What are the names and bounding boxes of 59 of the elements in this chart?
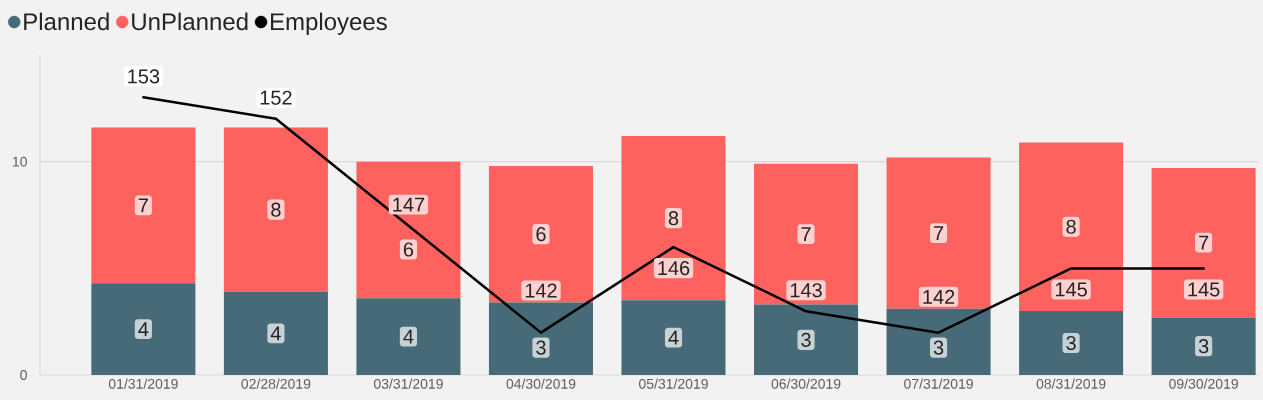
bar: [754, 304, 859, 375]
data-label: 153: [128, 69, 160, 84]
bar: [886, 157, 991, 309]
x-tick-label: 05/31/2019: [639, 378, 708, 389]
data-label: 4: [668, 330, 679, 345]
y-tick-label: 10: [12, 156, 27, 167]
data-label: 8: [271, 202, 281, 217]
data-label: 4: [403, 329, 414, 344]
bar: [356, 298, 461, 375]
data-label: 6: [403, 242, 414, 257]
x-tick-label: 02/28/2019: [241, 378, 311, 389]
data-label: 7: [138, 198, 148, 213]
bar: [1019, 142, 1124, 311]
bar: [91, 283, 196, 375]
bar: [223, 291, 328, 375]
legend-label: Employees: [271, 12, 387, 35]
bar: [356, 161, 461, 299]
bar: [621, 300, 726, 375]
legend-label: UnPlanned: [132, 12, 248, 31]
data-label: 7: [934, 226, 944, 241]
data-label: 4: [270, 326, 281, 341]
bar: [1019, 311, 1124, 375]
bar: [1151, 317, 1256, 375]
data-label: 8: [668, 211, 679, 226]
bar: [223, 127, 328, 292]
data-label: 145: [1188, 282, 1220, 297]
bar: [91, 127, 196, 284]
data-label: 8: [1066, 219, 1076, 234]
data-label: 152: [260, 90, 292, 105]
data-label: 146: [658, 261, 690, 276]
x-tick-label: 08/31/2019: [1036, 378, 1106, 389]
data-label: 142: [525, 283, 557, 298]
bar: [488, 302, 593, 375]
data-label: 147: [393, 197, 425, 212]
bar: [886, 308, 991, 375]
data-label: 3: [933, 340, 944, 355]
x-tick-label: 04/30/2019: [506, 378, 576, 389]
data-label: 143: [790, 283, 822, 298]
bar: [1151, 168, 1256, 318]
x-tick-label: 09/30/2019: [1169, 378, 1238, 389]
x-tick-label: 01/31/2019: [108, 378, 178, 389]
data-label: 3: [536, 340, 546, 355]
bar: [621, 136, 726, 301]
data-label: 7: [1199, 235, 1209, 250]
bar: [754, 163, 859, 305]
data-label: 3: [801, 332, 811, 347]
x-tick-label: 06/30/2019: [771, 378, 841, 389]
data-label: 142: [923, 289, 955, 304]
bar: [488, 165, 593, 303]
data-label: 3: [1198, 339, 1209, 354]
data-label: 4: [138, 322, 149, 337]
x-tick-label: 03/31/2019: [373, 378, 443, 389]
data-label: 3: [1066, 335, 1076, 351]
data-label: 7: [801, 227, 811, 242]
x-tick-label: 07/31/2019: [904, 378, 973, 389]
data-label: 6: [536, 227, 546, 242]
legend-label: Planned: [24, 12, 109, 31]
y-tick-label: 0: [20, 370, 27, 380]
data-label: 145: [1055, 282, 1087, 297]
